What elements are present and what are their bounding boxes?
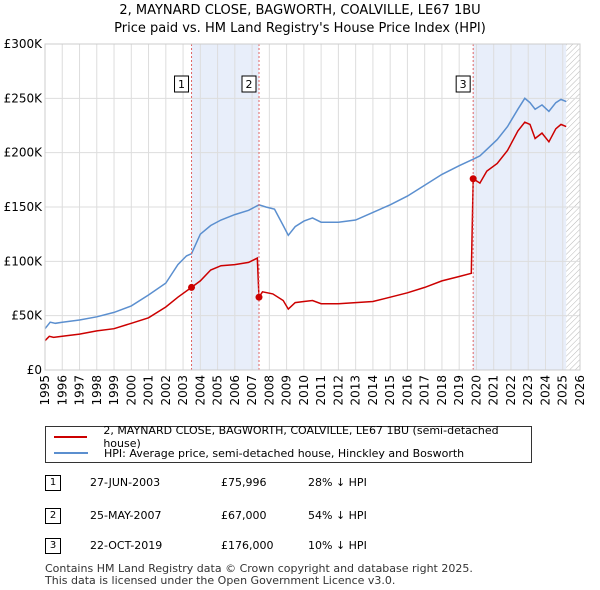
chart-subtitle: Price paid vs. HM Land Registry's House … [114,21,486,36]
transaction-hpi-diff: 10% ↓ HPI [308,539,367,552]
x-tick-label: 2016 [400,375,414,406]
y-tick-label: £0 [27,363,42,377]
transaction-hpi-diff: 28% ↓ HPI [308,476,367,489]
transaction-price: £75,996 [221,476,267,489]
transaction-point [255,293,263,301]
transaction-marker: 1 [45,475,61,491]
x-tick-label: 1999 [107,375,121,406]
transaction-date: 27-JUN-2003 [90,476,161,489]
legend-swatch-hpi [54,452,88,454]
x-tick-label: 2000 [124,375,138,406]
transaction-label: 3 [460,78,467,91]
legend: 2, MAYNARD CLOSE, BAGWORTH, COALVILLE, L… [45,424,532,463]
x-tick-label: 2003 [176,375,190,406]
x-tick-label: 2001 [142,375,156,406]
y-tick-label: £250K [4,91,44,105]
transaction-label-box [241,75,257,93]
x-tick-label: 2018 [435,375,449,406]
transaction-label-box [174,75,190,93]
series-line [44,121,567,342]
x-tick-label: 2007 [245,375,259,406]
transaction-label-box [455,75,471,93]
x-tick-label: 2015 [383,375,397,406]
x-tick-label: 2002 [159,375,173,406]
y-tick-label: £100K [4,254,44,268]
x-tick-label: 2021 [487,375,501,406]
x-tick-label: 2019 [452,375,466,406]
x-tick-label: 2012 [331,375,345,406]
transaction-marker: 3 [45,538,61,554]
transaction-date: 22-OCT-2019 [90,539,163,552]
legend-label-property: 2, MAYNARD CLOSE, BAGWORTH, COALVILLE, L… [103,424,499,450]
x-tick-label: 2024 [538,375,552,406]
x-tick-label: 2023 [521,375,535,406]
x-tick-label: 2009 [280,375,294,406]
x-tick-label: 2020 [469,375,483,406]
transaction-point [188,283,196,291]
transaction-date: 25-MAY-2007 [90,509,162,522]
x-tick-label: 1996 [55,375,69,406]
transaction-label: 1 [178,78,185,91]
legend-item-hpi: HPI: Average price, semi-detached house,… [54,445,464,461]
transaction-price: £67,000 [221,509,267,522]
y-tick-label: £300K [4,37,44,51]
x-tick-label: 2026 [573,375,587,406]
legend-item-property: 2, MAYNARD CLOSE, BAGWORTH, COALVILLE, L… [54,424,531,450]
chart-title: 2, MAYNARD CLOSE, BAGWORTH, COALVILLE, L… [119,3,481,18]
x-tick-label: 2005 [211,375,225,406]
x-tick-label: 2004 [193,375,207,406]
x-tick-label: 2022 [504,375,518,406]
transaction-row: 3 22-OCT-2019 £176,000 10% ↓ HPI [45,538,375,556]
x-tick-label: 2011 [314,375,328,406]
x-tick-label: 2008 [262,375,276,406]
x-tick-label: 2010 [297,375,311,406]
legend-label-hpi: HPI: Average price, semi-detached house,… [104,446,465,460]
footer-licence: This data is licensed under the Open Gov… [45,574,396,587]
x-tick-label: 2006 [228,375,242,406]
plot-border [44,43,581,371]
x-tick-label: 1995 [38,375,52,406]
transaction-row: 1 27-JUN-2003 £75,996 28% ↓ HPI [45,475,375,493]
transaction-hpi-diff: 54% ↓ HPI [308,509,367,522]
x-tick-label: 2014 [366,375,380,406]
series-line [44,97,567,330]
transaction-price: £176,000 [221,539,274,552]
y-tick-label: £150K [4,200,44,214]
transaction-label: 2 [246,78,253,91]
y-tick-label: £200K [4,146,44,160]
x-tick-label: 2013 [349,375,363,406]
footer: Contains HM Land Registry data © Crown c… [45,563,473,587]
y-tick-label: £50K [11,309,43,323]
legend-swatch-property [54,436,88,438]
x-tick-label: 1998 [90,375,104,406]
footer-copyright: Contains HM Land Registry data © Crown c… [45,562,473,575]
x-tick-label: 2025 [556,375,570,406]
x-tick-label: 1997 [73,375,87,406]
x-tick-label: 2017 [418,375,432,406]
transaction-point [469,175,477,183]
transaction-row: 2 25-MAY-2007 £67,000 54% ↓ HPI [45,508,375,526]
transaction-marker: 2 [45,508,61,524]
